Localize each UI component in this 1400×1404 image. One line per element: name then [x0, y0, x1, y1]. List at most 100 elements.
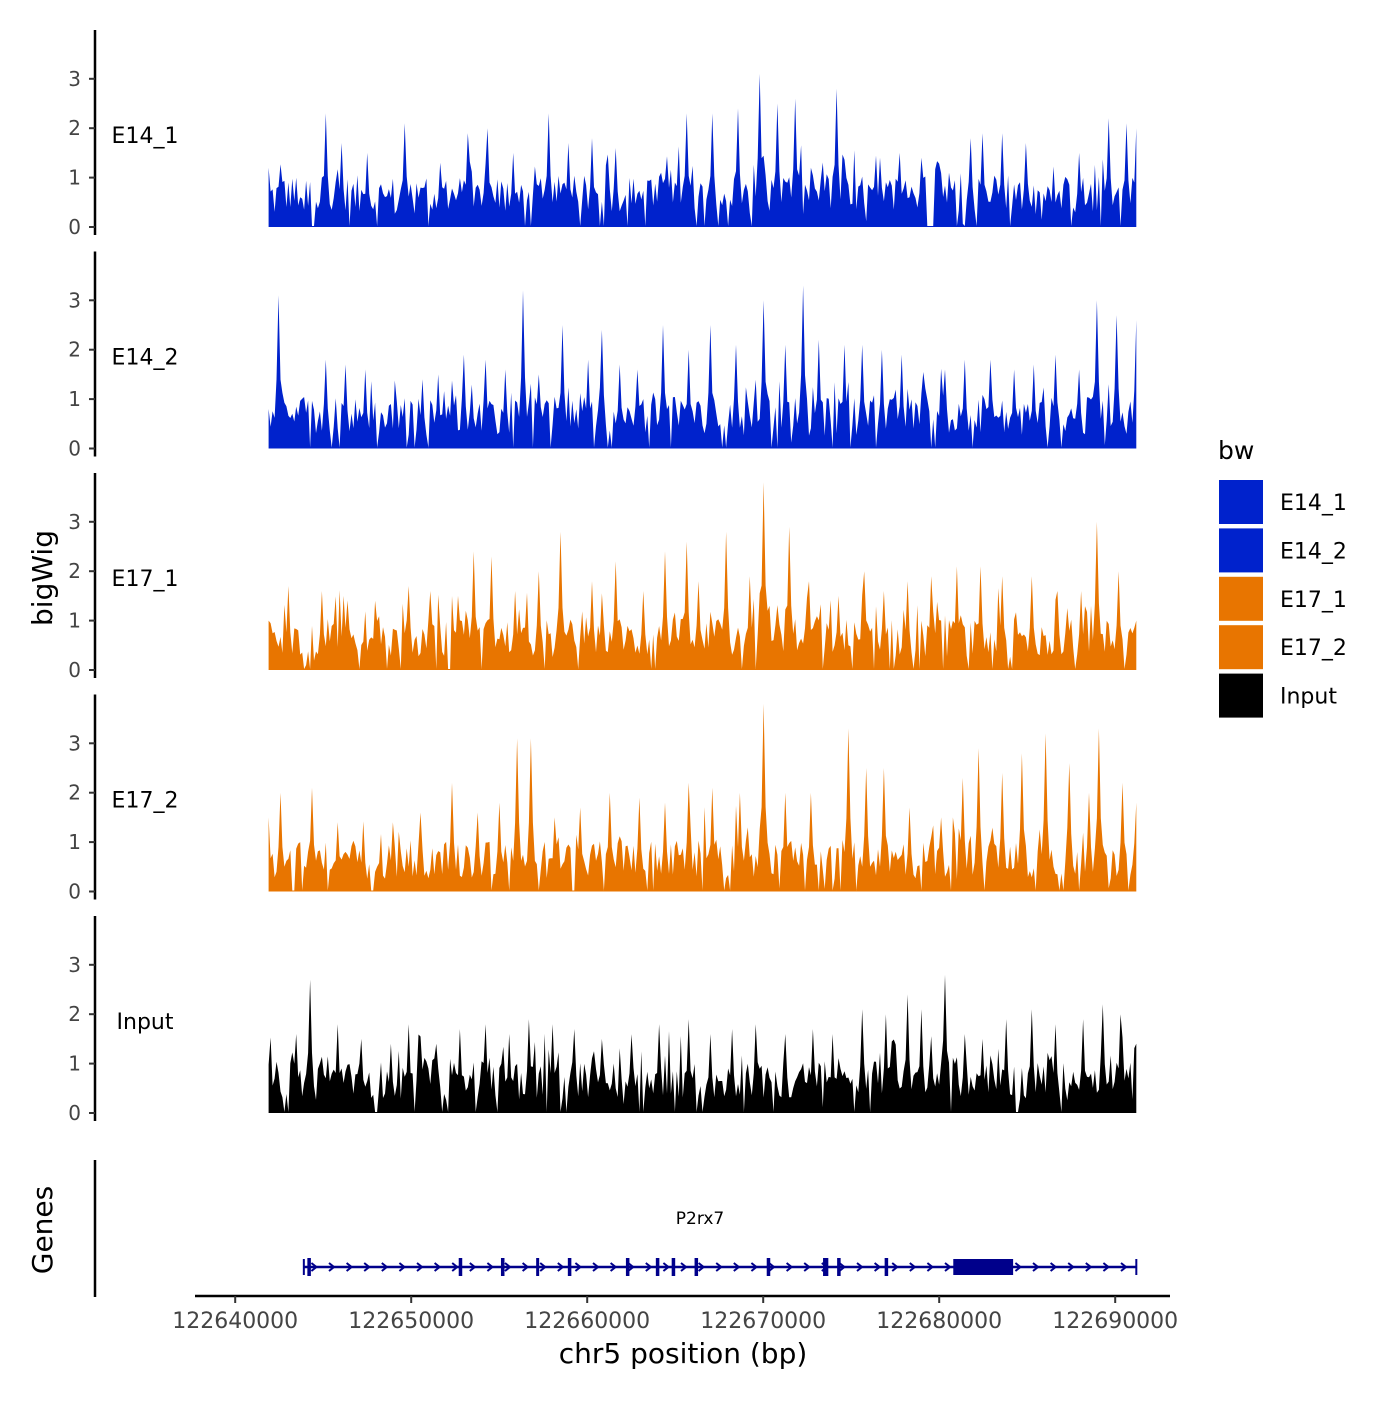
strand-arrow — [1032, 1262, 1040, 1272]
strand-arrow — [539, 1262, 547, 1272]
y-tick-label: 0 — [68, 1101, 81, 1125]
y-tick-label: 1 — [68, 830, 81, 854]
gene-exon — [884, 1258, 889, 1276]
strand-arrow — [469, 1262, 477, 1272]
strand-arrow — [803, 1262, 811, 1272]
legend-swatch — [1219, 576, 1263, 621]
y-tick-label: 3 — [68, 67, 81, 91]
y-tick-label: 0 — [68, 658, 81, 682]
track-e14-2: 0 1 2 3 E14_2 — [68, 251, 1137, 461]
legend-swatch — [1219, 528, 1263, 573]
y-axis-title: bigWig — [26, 530, 59, 626]
strand-arrow — [592, 1262, 600, 1272]
track-label: E17_2 — [112, 789, 179, 814]
strand-arrow — [944, 1262, 952, 1272]
y-tick-label: 3 — [68, 731, 81, 755]
gene-exon — [671, 1258, 676, 1276]
track-label: E14_2 — [112, 346, 179, 371]
gene-exon — [567, 1258, 572, 1276]
y-tick-label: 1 — [68, 609, 81, 633]
strand-arrow — [310, 1262, 319, 1272]
y-tick-label: 3 — [68, 953, 81, 977]
track-label: E17_1 — [112, 567, 179, 592]
strand-arrow — [873, 1262, 882, 1272]
legend-label: E14_1 — [1280, 491, 1347, 516]
y-tick-label: 2 — [68, 116, 81, 140]
x-tick-label: 122670000 — [700, 1309, 826, 1334]
y-tick-label: 3 — [68, 288, 81, 312]
gene-exon — [625, 1258, 630, 1276]
strand-arrow — [1049, 1262, 1058, 1272]
legend-swatch — [1219, 625, 1263, 670]
gene-name-label: P2rx7 — [676, 1209, 724, 1229]
strand-arrow — [381, 1262, 389, 1272]
strand-arrow — [645, 1262, 653, 1272]
strand-arrow — [486, 1262, 495, 1272]
strand-arrow — [680, 1262, 688, 1272]
gene-exon — [500, 1258, 505, 1276]
strand-arrow — [926, 1262, 935, 1272]
strand-arrow — [521, 1262, 530, 1272]
legend-entry-e14-1: E14_1 — [1219, 480, 1347, 524]
y-tick-label: 0 — [68, 215, 81, 239]
gene-exon — [766, 1258, 771, 1276]
legend-entry-e14-2: E14_2 — [1219, 528, 1347, 573]
y-tick-label: 0 — [68, 437, 81, 461]
strand-arrow — [345, 1262, 354, 1272]
legend-label: Input — [1280, 685, 1337, 710]
x-axis: chr5 position (bp) 122640000 122650000 122… — [172, 1294, 1178, 1370]
gene-exon — [823, 1258, 829, 1276]
legend-entry-e17-1: E17_1 — [1219, 576, 1347, 621]
strand-arrow — [557, 1262, 565, 1272]
gene-exon — [307, 1258, 311, 1276]
legend-label: E17_1 — [1280, 588, 1347, 613]
strand-arrow — [328, 1262, 336, 1272]
gene-exon — [694, 1258, 699, 1276]
y-tick-label: 3 — [68, 510, 81, 534]
gene-exon — [536, 1258, 540, 1276]
strand-arrow — [451, 1262, 459, 1272]
track-input: 0 1 2 3 Input — [68, 916, 1137, 1125]
y-tick-label: 0 — [68, 880, 81, 904]
gene-exon — [655, 1258, 660, 1276]
signal-area — [268, 974, 1137, 1113]
track-e14-1: 0 1 2 3 E14_1 — [68, 30, 1137, 239]
legend-entry-e17-2: E17_2 — [1219, 625, 1347, 670]
strand-arrow — [433, 1262, 442, 1272]
strand-arrow — [574, 1262, 583, 1272]
legend-title: bw — [1218, 436, 1254, 465]
x-tick-label: 122690000 — [1052, 1309, 1178, 1334]
signal-area — [268, 703, 1137, 892]
gene-exon — [458, 1258, 463, 1276]
strand-arrow — [1120, 1262, 1128, 1272]
gene-exon — [837, 1258, 841, 1276]
y-tick-label: 1 — [68, 1052, 81, 1076]
legend-label: E14_2 — [1280, 539, 1347, 564]
legend-swatch — [1219, 480, 1263, 524]
legend-label: E17_2 — [1280, 636, 1347, 661]
signal-area — [268, 482, 1137, 670]
strand-arrow — [838, 1262, 847, 1272]
genes-panel: Genes P2rx7 — [26, 1160, 1138, 1297]
y-tick-label: 2 — [68, 781, 81, 805]
x-tick-label: 122660000 — [524, 1309, 650, 1334]
track-e17-2: 0 1 2 3 E17_2 — [68, 694, 1137, 904]
y-tick-label: 1 — [68, 387, 81, 411]
legend-entry-input: Input — [1219, 673, 1337, 718]
strand-arrow — [363, 1262, 371, 1272]
y-tick-label: 2 — [68, 1002, 81, 1026]
strand-arrow — [785, 1262, 794, 1272]
genes-panel-label: Genes — [26, 1186, 59, 1274]
gene-exon — [953, 1259, 1014, 1275]
strand-arrow — [627, 1262, 635, 1272]
strand-arrow — [733, 1262, 741, 1272]
strand-arrow — [1014, 1262, 1023, 1272]
signal-area — [268, 285, 1137, 449]
signal-area — [268, 73, 1137, 228]
legend: bw E14_1 E14_2 E17_1 E17_2 Input — [1218, 436, 1347, 718]
strand-arrow — [909, 1262, 917, 1272]
strand-arrow — [416, 1262, 424, 1272]
strand-arrow — [609, 1262, 618, 1272]
